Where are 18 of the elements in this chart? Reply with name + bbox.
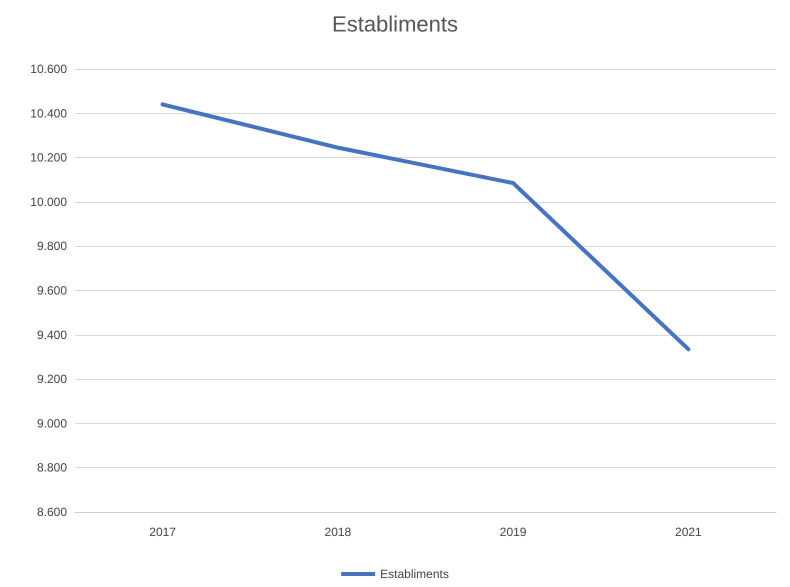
line-series — [160, 102, 690, 352]
y-tick-label: 9.800 — [36, 239, 68, 254]
x-tick-label: 2018 — [324, 525, 352, 539]
y-tick-label: 9.000 — [36, 416, 68, 430]
y-tick-label: 8.800 — [36, 460, 68, 475]
x-tick-label: 2021 — [675, 525, 702, 539]
y-tick-label: 10.000 — [30, 194, 68, 209]
y-tick-label: 9.600 — [36, 284, 68, 298]
y-tick-label: 8.600 — [36, 505, 68, 519]
x-tick-label: 2019 — [500, 525, 527, 539]
y-tick-label: 10.200 — [30, 150, 68, 165]
x-tick-label: 2017 — [149, 525, 176, 539]
chart-title: Establiments — [332, 12, 458, 36]
y-tick-label: 10.400 — [30, 106, 68, 120]
y-tick-label: 10.600 — [30, 62, 68, 76]
legend-label: Establiments — [380, 567, 449, 581]
y-tick-label: 9.200 — [36, 372, 68, 386]
y-tick-label: 9.400 — [36, 328, 68, 342]
